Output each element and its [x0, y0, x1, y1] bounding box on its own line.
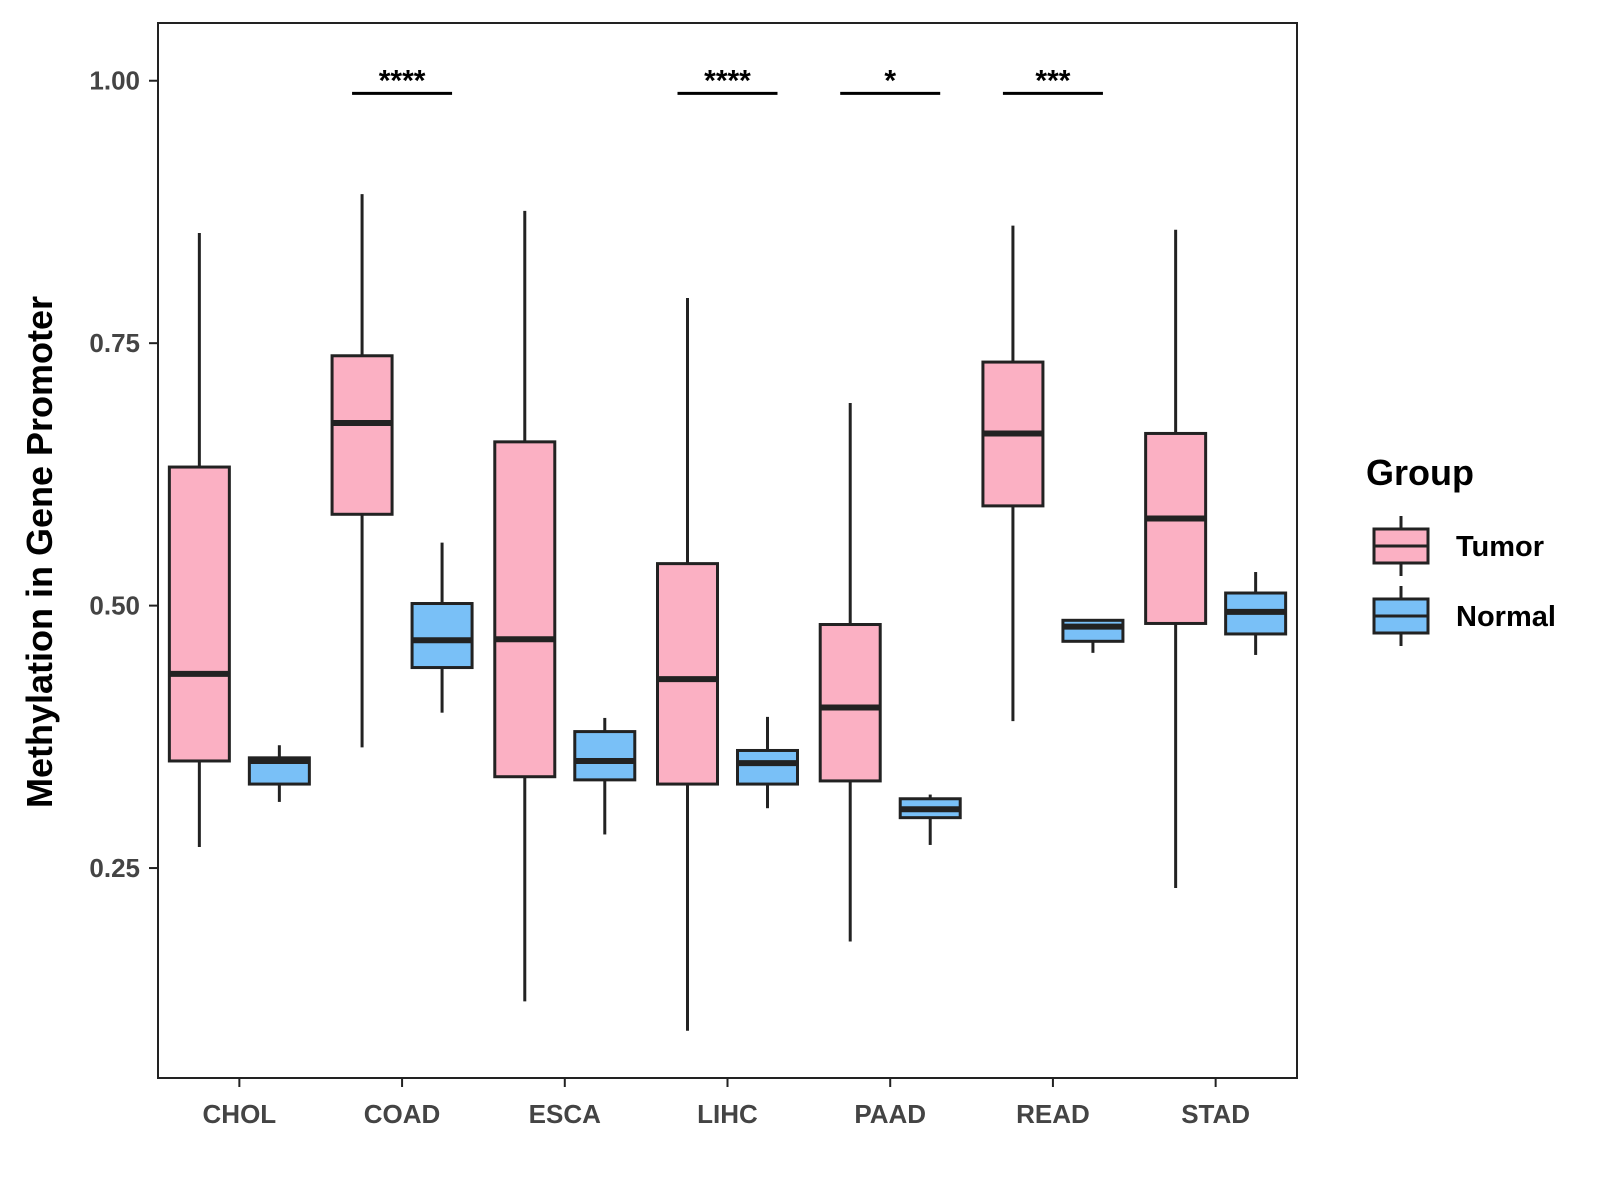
- box-tumor-paad: [818, 403, 882, 942]
- y-tick-label: 0.75: [89, 328, 140, 358]
- box-body: [818, 623, 882, 783]
- box-body: [493, 440, 557, 779]
- x-tick-label: ESCA: [529, 1099, 601, 1129]
- box-tumor-stad: [1144, 229, 1208, 888]
- box-tumor-read: [981, 225, 1045, 722]
- y-tick-label: 0.50: [89, 591, 140, 621]
- box-body: [656, 562, 719, 786]
- x-tick-label: COAD: [364, 1099, 441, 1129]
- box-tumor-esca: [493, 210, 557, 1002]
- box-body: [1061, 618, 1125, 643]
- box-body: [736, 748, 799, 786]
- y-tick-label: 1.00: [89, 66, 140, 96]
- box-normal-read: [1061, 618, 1125, 653]
- legend-entry-normal: Normal: [1372, 586, 1556, 646]
- box-body: [167, 465, 231, 763]
- box-normal-paad: [898, 794, 962, 845]
- x-tick-label: READ: [1016, 1099, 1090, 1129]
- legend-label: Tumor: [1456, 531, 1544, 563]
- y-axis-title: Methylation in Gene Promoter: [19, 296, 60, 808]
- y-axis: 0.25 0.50 0.75 1.00: [89, 66, 158, 883]
- box-normal-stad: [1224, 572, 1288, 655]
- box-normal-coad: [410, 542, 474, 713]
- box-normal-esca: [573, 717, 637, 835]
- box-normal-lihc: [736, 716, 799, 809]
- box-body: [1144, 431, 1208, 625]
- x-tick-label: PAAD: [854, 1099, 926, 1129]
- box-normal-chol: [247, 745, 311, 802]
- y-tick-label: 0.25: [89, 853, 140, 883]
- legend-entry-tumor: Tumor: [1372, 516, 1544, 576]
- significance-label: *: [884, 64, 896, 97]
- x-tick-label: LIHC: [697, 1099, 758, 1129]
- box-tumor-chol: [167, 232, 231, 848]
- box-tumor-lihc: [656, 298, 719, 1031]
- box-series-group: [167, 194, 1288, 1031]
- legend: Group Tumor Normal: [1366, 452, 1556, 646]
- x-tick-label: CHOL: [203, 1099, 277, 1129]
- box-body: [573, 730, 637, 782]
- x-axis: CHOL COAD ESCA LIHC PAAD READ STAD: [203, 1078, 1250, 1129]
- x-tick-label: STAD: [1181, 1099, 1250, 1129]
- significance-label: ***: [1035, 64, 1070, 97]
- legend-label: Normal: [1456, 601, 1556, 633]
- box-body: [330, 354, 394, 516]
- box-tumor-coad: [330, 194, 394, 748]
- box-body: [410, 602, 474, 670]
- legend-title: Group: [1366, 452, 1474, 493]
- significance-label: ****: [379, 64, 426, 97]
- significance-label: ****: [704, 64, 751, 97]
- significance-annotations: **** **** * ***: [352, 64, 1103, 97]
